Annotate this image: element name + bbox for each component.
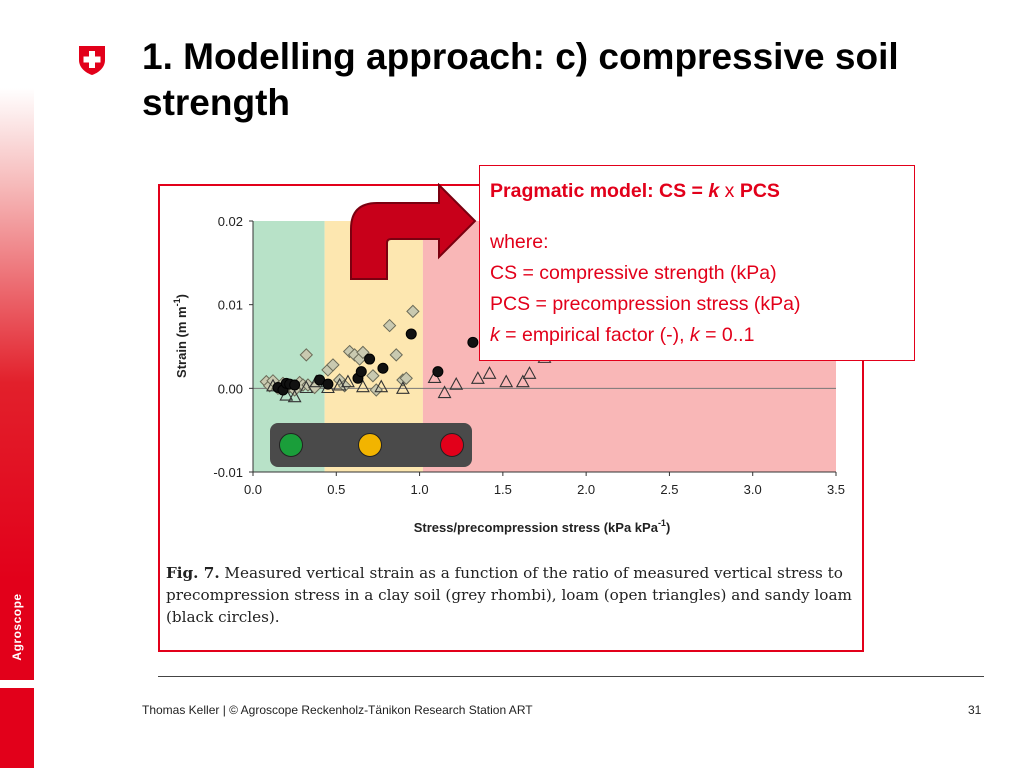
model-heading: Pragmatic model: CS = k x PCS: [490, 180, 780, 202]
data-points: [259, 304, 552, 403]
loam-triangle-point: [341, 374, 355, 388]
caption-label: Fig. 7.: [166, 564, 220, 582]
agroscope-brand-tab: Agroscope: [0, 580, 34, 680]
loam-triangle-point: [449, 377, 464, 390]
x-tick-label: 1.0: [411, 482, 429, 497]
chart-axes: [249, 220, 837, 476]
sidebar-strip: Agroscope: [0, 0, 34, 768]
sandy-loam-circle-point: [364, 353, 376, 365]
x-axis-label-sup: -1: [658, 518, 666, 528]
y-tick-label: -0.01: [213, 465, 243, 480]
pcs-definition: PCS = precompression stress (kPa): [490, 293, 801, 315]
swiss-shield-icon: [79, 46, 105, 75]
loam-triangle-point: [437, 385, 452, 399]
sandy-loam-circle-point: [377, 362, 389, 374]
loam-triangle-point: [470, 371, 485, 384]
model-info-box: Pragmatic model: CS = k x PCS where: CS …: [479, 165, 915, 361]
sandy-loam-circle-point: [289, 379, 301, 391]
loam-triangle-point: [395, 381, 410, 394]
tick-labels: 0.0 0.5 1.0 1.5 2.0 2.5 3.0 3.5 -0.01 0.00 0.01 0.0…: [213, 214, 845, 497]
caption-text: Measured vertical strain as a function o…: [166, 564, 852, 626]
cs-definition: CS = compressive strength (kPa): [490, 262, 777, 284]
clay-rhombus-point: [399, 371, 413, 386]
clay-rhombus-point: [382, 318, 397, 333]
loam-triangle-point: [522, 366, 537, 379]
footer-credit: Thomas Keller | © Agroscope Reckenholz-T…: [142, 703, 533, 717]
clay-rhombus-point: [326, 358, 340, 372]
figure-caption: Fig. 7. Measured vertical strain as a fu…: [166, 562, 856, 628]
y-axis-label: Strain (m m-1): [172, 294, 189, 378]
green-light: [279, 433, 303, 457]
sidebar-gradient: [0, 88, 34, 580]
x-tick-label: 0.0: [244, 482, 262, 497]
loam-triangle-point: [374, 379, 389, 393]
x-tick-label: 2.5: [660, 482, 678, 497]
loam-triangle-point: [287, 389, 302, 403]
loam-triangle-point: [515, 374, 530, 388]
sandy-loam-circle-point: [355, 366, 367, 378]
x-axis-label-end: ): [666, 520, 670, 535]
traffic-light: [270, 423, 472, 467]
loam-triangle-point: [499, 374, 514, 388]
k-definition: k = empirical factor (-), k = 0..1: [490, 324, 755, 346]
y-tick-label: 0.01: [218, 298, 243, 313]
yellow-light: [358, 433, 382, 457]
loam-triangle-point: [482, 366, 497, 379]
heading-k: k: [708, 180, 720, 202]
y-axis-label-end: ): [174, 294, 189, 298]
x-tick-label: 0.5: [327, 482, 345, 497]
clay-rhombus-point: [366, 369, 380, 383]
footer-divider: [158, 676, 984, 677]
sidebar-bottom-block: [0, 688, 34, 768]
y-axis-label-sup: -1: [172, 298, 182, 306]
y-tick-label: 0.02: [218, 214, 243, 229]
x-tick-label: 1.5: [494, 482, 512, 497]
y-tick-label: 0.00: [218, 381, 243, 396]
x-tick-label: 3.5: [827, 482, 845, 497]
brand-label: Agroscope: [10, 593, 24, 661]
sandy-loam-circle-point: [432, 366, 444, 378]
sandy-loam-circle-point: [322, 378, 334, 390]
slide-title: 1. Modelling approach: c) compressive so…: [142, 36, 899, 123]
loam-triangle-point: [356, 379, 370, 393]
clay-rhombus-point: [406, 304, 420, 319]
clay-rhombus-point: [299, 348, 314, 362]
page-number: 31: [968, 703, 982, 717]
clay-rhombus-point: [389, 348, 403, 362]
loam-triangle-point: [299, 380, 314, 394]
red-light: [440, 433, 464, 457]
x-tick-label: 3.0: [744, 482, 762, 497]
x-axis-label: Stress/precompression stress (kPa kPa-1): [414, 518, 671, 535]
sandy-loam-circle-point: [467, 336, 479, 348]
where-label: where:: [490, 231, 549, 253]
sandy-loam-circle-point: [405, 328, 417, 340]
curved-arrow-icon: [350, 183, 477, 280]
x-tick-label: 2.0: [577, 482, 595, 497]
